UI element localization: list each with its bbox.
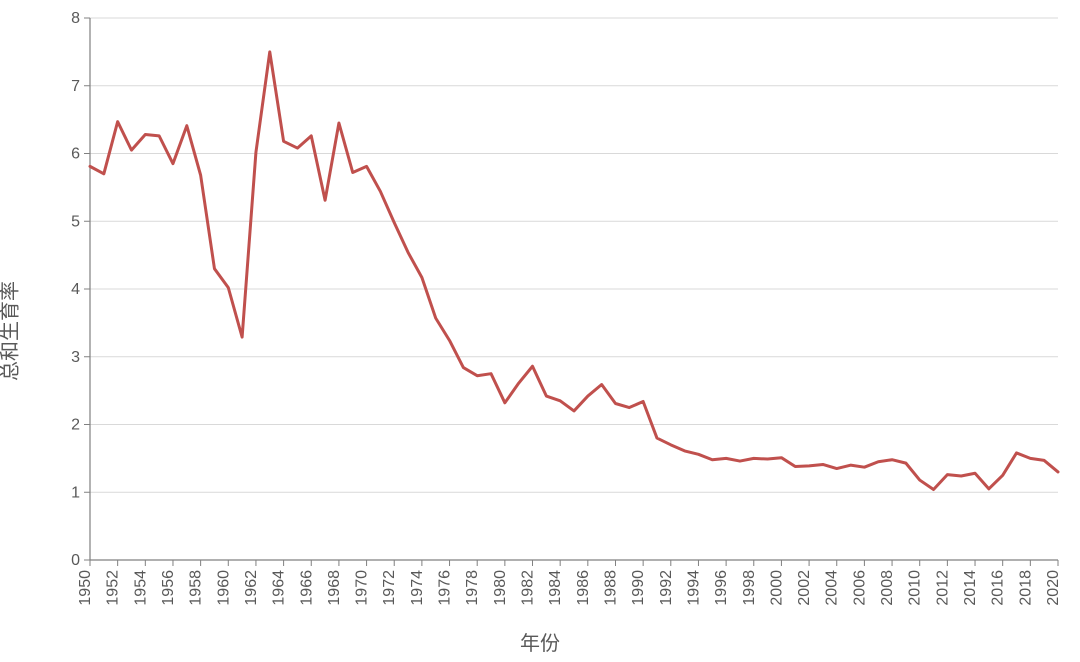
x-tick-label: 1996 (713, 570, 730, 606)
x-tick-label: 2006 (851, 570, 868, 606)
y-tick-label: 0 (71, 552, 80, 569)
x-tick-label: 2020 (1045, 570, 1062, 606)
x-tick-label: 1980 (492, 570, 509, 606)
x-tick-label: 1952 (105, 570, 122, 606)
x-tick-label: 1984 (547, 570, 564, 606)
x-tick-label: 1986 (575, 570, 592, 606)
x-tick-label: 1964 (271, 570, 288, 606)
y-tick-label: 4 (71, 281, 80, 298)
x-tick-label: 1962 (243, 570, 260, 606)
x-tick-label: 1990 (630, 570, 647, 606)
y-tick-label: 3 (71, 349, 80, 366)
x-tick-label: 1954 (132, 570, 149, 606)
x-tick-label: 2012 (934, 570, 951, 606)
chart-svg: 0 1 2 3 4 5 6 7 8 1950 1952 1954 1956 1958 1960 1962 196… (0, 0, 1080, 662)
y-tick-label: 8 (71, 10, 80, 27)
x-tick-label: 1972 (381, 570, 398, 606)
x-tick-label: 2010 (907, 570, 924, 606)
x-tick-label: 2016 (990, 570, 1007, 606)
x-tick-label: 1960 (215, 570, 232, 606)
x-tick-label: 2018 (1017, 570, 1034, 606)
x-tick-label: 2014 (962, 570, 979, 606)
y-tick-label: 7 (71, 78, 80, 95)
y-tick-label: 5 (71, 213, 80, 230)
x-tick-label: 1982 (520, 570, 537, 606)
x-axis-label: 年份 (0, 627, 1080, 656)
x-tick-label: 2004 (824, 570, 841, 606)
y-tick-label: 2 (71, 417, 80, 434)
y-tick-label: 6 (71, 146, 80, 163)
x-tick-label: 1976 (437, 570, 454, 606)
x-tick-label: 1970 (354, 570, 371, 606)
x-tick-label: 1950 (77, 570, 94, 606)
x-tick-label: 1968 (326, 570, 343, 606)
x-tick-label: 1978 (464, 570, 481, 606)
x-tick-label: 1974 (409, 570, 426, 606)
x-tick-label: 2008 (879, 570, 896, 606)
x-tick-label: 2000 (768, 570, 785, 606)
x-tick-label: 1956 (160, 570, 177, 606)
x-tick-label: 1994 (685, 570, 702, 606)
x-tick-label: 1966 (298, 570, 315, 606)
y-tick-label: 1 (71, 484, 80, 501)
x-tick-label: 1998 (741, 570, 758, 606)
x-tick-label: 1988 (602, 570, 619, 606)
x-tick-label: 2002 (796, 570, 813, 606)
y-axis-label: 总和生育率 (0, 281, 23, 381)
fertility-rate-chart: 总和生育率 0 1 2 3 4 5 6 7 8 1950 1952 1954 1956 1958 1960 1… (0, 0, 1080, 662)
x-tick-label: 1958 (188, 570, 205, 606)
fertility-line (90, 52, 1058, 490)
x-tick-label: 1992 (658, 570, 675, 606)
